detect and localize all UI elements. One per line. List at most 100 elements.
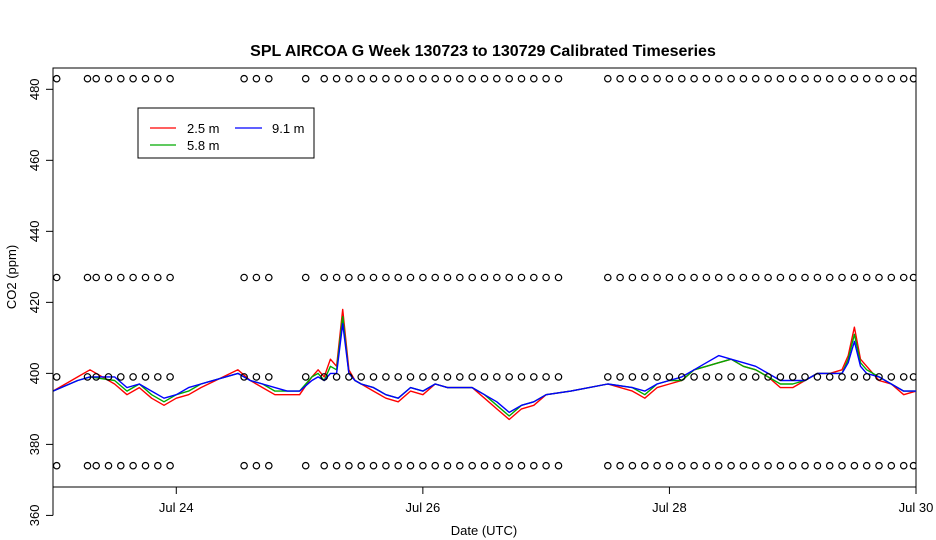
calibration-marker	[702, 74, 711, 83]
calibration-marker	[751, 74, 760, 83]
calibration-marker	[406, 273, 415, 282]
calibration-marker	[554, 74, 563, 83]
calibration-marker	[431, 373, 440, 381]
calibration-marker	[468, 461, 477, 470]
calibration-marker	[129, 273, 137, 282]
calibration-marker	[505, 273, 514, 282]
calibration-marker	[117, 74, 125, 83]
calibration-marker	[320, 373, 329, 381]
x-axis: Jul 24 Jul 26 Jul 28 Jul 30	[159, 486, 933, 515]
calibration-marker	[264, 373, 273, 381]
legend-label-9-1m: 9.1 m	[272, 121, 305, 136]
calibration-marker	[862, 373, 871, 381]
calibration-marker	[850, 273, 859, 282]
calibration-marker	[166, 373, 174, 381]
calibration-marker	[104, 273, 113, 282]
calibration-marker	[505, 373, 514, 381]
calibration-marker	[714, 373, 723, 381]
calibration-marker	[443, 373, 452, 381]
calibration-marker	[252, 461, 261, 470]
calibration-marker	[419, 273, 427, 282]
x-tick-label: Jul 28	[652, 500, 687, 515]
calibration-marker	[727, 461, 735, 470]
calibration-marker	[838, 373, 846, 381]
calibration-marker	[640, 373, 649, 381]
calibration-marker	[419, 74, 427, 83]
calibration-marker	[492, 373, 501, 381]
calibration-marker	[665, 373, 674, 381]
legend-box	[137, 107, 315, 159]
calibration-marker	[653, 373, 661, 381]
calibration-marker	[838, 273, 846, 282]
calibration-marker	[640, 74, 649, 83]
calibration-marker	[468, 74, 477, 83]
calibration-marker	[640, 273, 649, 282]
calibration-marker	[653, 273, 661, 282]
calibration-marker	[382, 273, 390, 282]
calibration-marker	[677, 74, 686, 83]
calibration-marker	[875, 373, 883, 381]
calibration-marker	[517, 273, 526, 282]
calibration-marker	[154, 461, 162, 470]
calibration-marker	[394, 373, 403, 381]
calibration-marker	[702, 373, 711, 381]
calibration-marker	[345, 373, 353, 381]
calibration-marker	[825, 461, 834, 470]
calibration-marker	[264, 461, 273, 470]
calibration-marker	[166, 273, 174, 282]
calibration-marker	[616, 461, 624, 470]
legend-label-2-5m: 2.5 m	[187, 121, 220, 136]
calibration-marker	[554, 373, 563, 381]
calibration-marker	[899, 74, 908, 83]
calibration-marker	[406, 74, 415, 83]
calibration-marker	[357, 373, 366, 381]
calibration-marker	[850, 461, 859, 470]
calibration-marker	[455, 461, 464, 470]
calibration-marker	[431, 461, 440, 470]
calibration-marker	[345, 461, 353, 470]
calibration-marker	[301, 273, 310, 282]
chart-title: SPL AIRCOA G Week 130723 to 130729 Calib…	[250, 43, 716, 60]
calibration-marker	[419, 373, 427, 381]
calibration-marker	[240, 74, 248, 83]
calibration-marker	[468, 373, 477, 381]
calibration-marker	[764, 461, 772, 470]
calibration-marker	[899, 461, 908, 470]
calibration-marker	[764, 74, 772, 83]
calibration-marker	[369, 373, 378, 381]
calibration-marker	[431, 273, 440, 282]
calibration-marker	[240, 461, 248, 470]
calibration-marker	[406, 373, 415, 381]
calibration-marker	[492, 273, 501, 282]
calibration-marker	[764, 273, 772, 282]
calibration-marker	[406, 461, 415, 470]
calibration-marker	[909, 461, 916, 470]
calibration-marker	[677, 461, 686, 470]
y-tick-label: 460	[27, 149, 42, 171]
calibration-marker	[714, 273, 723, 282]
calibration-marker	[505, 74, 514, 83]
calibration-marker	[240, 273, 248, 282]
calibration-marker	[838, 461, 846, 470]
calibration-marker	[542, 273, 550, 282]
calibration-marker	[301, 461, 310, 470]
calibration-marker	[53, 373, 61, 381]
calibration-marker	[129, 74, 137, 83]
calibration-marker	[542, 373, 550, 381]
x-axis-label: Date (UTC)	[451, 523, 517, 538]
calibration-marker	[480, 74, 489, 83]
calibration-marker	[154, 373, 162, 381]
calibration-marker	[83, 74, 92, 83]
calibration-marker	[739, 373, 748, 381]
calibration-marker	[788, 74, 797, 83]
calibration-marker	[554, 273, 563, 282]
calibration-marker	[909, 273, 916, 282]
calibration-marker	[801, 74, 809, 83]
calibration-marker	[801, 461, 809, 470]
y-tick-label: 480	[27, 78, 42, 100]
calibration-marker	[505, 461, 514, 470]
calibration-marker	[788, 273, 797, 282]
calibration-marker	[616, 74, 624, 83]
calibration-marker	[141, 273, 150, 282]
calibration-marker	[813, 273, 822, 282]
